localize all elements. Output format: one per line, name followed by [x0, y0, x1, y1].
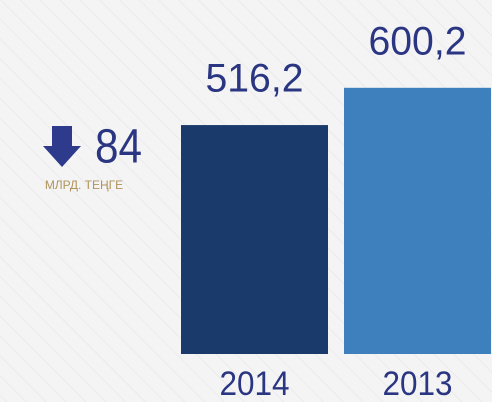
annotation-unit: МЛРД. ТЕҢГЕ: [45, 178, 123, 192]
down-arrow: [43, 126, 81, 167]
bar: [181, 125, 328, 354]
bar: [344, 87, 491, 354]
annotation-value: 84: [95, 121, 142, 174]
x-tick-label: 2013: [383, 365, 453, 402]
x-tick-label: 2014: [220, 365, 290, 402]
value-label: 516,2: [206, 57, 304, 101]
value-label: 600,2: [369, 19, 467, 63]
